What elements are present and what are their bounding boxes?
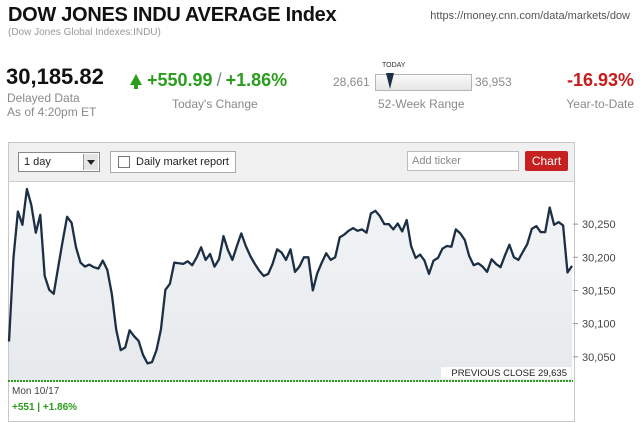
chart-button[interactable]: Chart bbox=[525, 151, 568, 171]
week-range-bar bbox=[375, 74, 472, 91]
range-label: 52-Week Range bbox=[378, 97, 465, 111]
previous-close-label: PREVIOUS CLOSE 29,635 bbox=[451, 368, 567, 379]
current-price: 30,185.82 bbox=[6, 64, 104, 89]
y-tick-label: 30,050 bbox=[582, 352, 616, 364]
change-percent: +1.86% bbox=[225, 70, 288, 90]
y-tick-label: 30,250 bbox=[582, 219, 616, 231]
todays-change-label: Today's Change bbox=[172, 97, 258, 111]
previous-close-label-bg bbox=[441, 367, 571, 379]
footer-change: +551 | +1.86% bbox=[12, 402, 78, 413]
range-today-label: TODAY bbox=[382, 62, 406, 69]
y-tick-label: 30,150 bbox=[582, 285, 616, 297]
chevron-down-icon[interactable] bbox=[83, 154, 98, 170]
todays-change: +550.99/+1.86% bbox=[130, 70, 287, 91]
as-of-time: As of 4:20pm ET bbox=[7, 105, 97, 119]
page-url[interactable]: https://money.cnn.com/data/markets/dow bbox=[430, 10, 630, 22]
index-subtitle: (Dow Jones Global Indexes:INDU) bbox=[8, 27, 161, 38]
price-line bbox=[7, 187, 573, 365]
today-marker-icon bbox=[386, 73, 395, 89]
period-selected: 1 day bbox=[24, 156, 51, 168]
range-low: 28,661 bbox=[333, 75, 370, 89]
report-label: Daily market report bbox=[136, 156, 229, 168]
chart-area-fill bbox=[9, 189, 572, 380]
change-separator: / bbox=[216, 70, 222, 90]
up-arrow-icon bbox=[130, 74, 142, 89]
delayed-data-label: Delayed Data bbox=[7, 91, 80, 105]
report-checkbox[interactable] bbox=[118, 156, 130, 168]
chart-toolbar: 1 day Daily market report Chart bbox=[9, 143, 574, 182]
ytd-change: -16.93% bbox=[566, 70, 634, 90]
page-title: DOW JONES INDU AVERAGE Index bbox=[8, 4, 337, 26]
range-high: 36,953 bbox=[475, 75, 512, 89]
y-tick-label: 30,100 bbox=[582, 319, 616, 331]
y-tick-label: 30,200 bbox=[582, 252, 616, 264]
daily-report-toggle[interactable]: Daily market report bbox=[110, 151, 236, 173]
period-select[interactable]: 1 day bbox=[18, 152, 100, 172]
ticker-input[interactable] bbox=[407, 151, 519, 171]
change-value: +550.99 bbox=[147, 70, 213, 90]
footer-date: Mon 10/17 bbox=[12, 386, 60, 397]
ytd-label: Year-to-Date bbox=[566, 97, 634, 111]
